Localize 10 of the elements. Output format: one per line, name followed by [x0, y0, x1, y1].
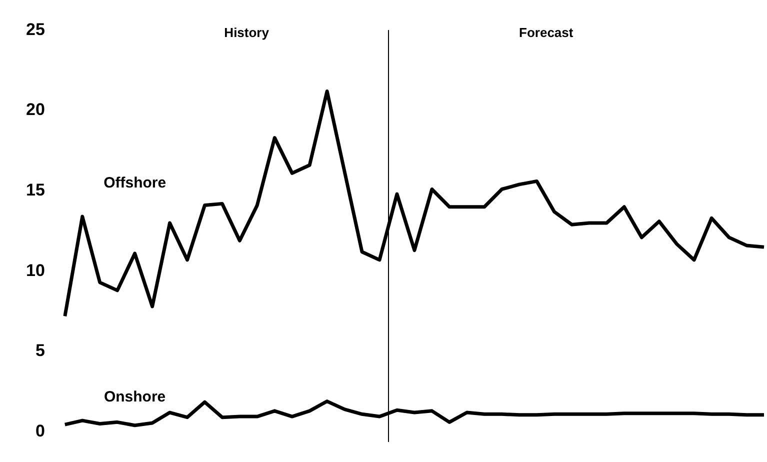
annotation: History — [224, 24, 270, 40]
y-tick-label: 25 — [26, 20, 45, 39]
series-label: Onshore — [104, 388, 166, 406]
annotation: Forecast — [519, 24, 574, 40]
y-tick-label: 20 — [26, 100, 45, 120]
y-tick-label: 15 — [26, 180, 45, 200]
y-tick-label: 0 — [35, 421, 45, 440]
y-tick-label: 5 — [35, 341, 45, 360]
text: Offshore — [104, 174, 166, 192]
y-tick-label: 10 — [26, 260, 45, 280]
